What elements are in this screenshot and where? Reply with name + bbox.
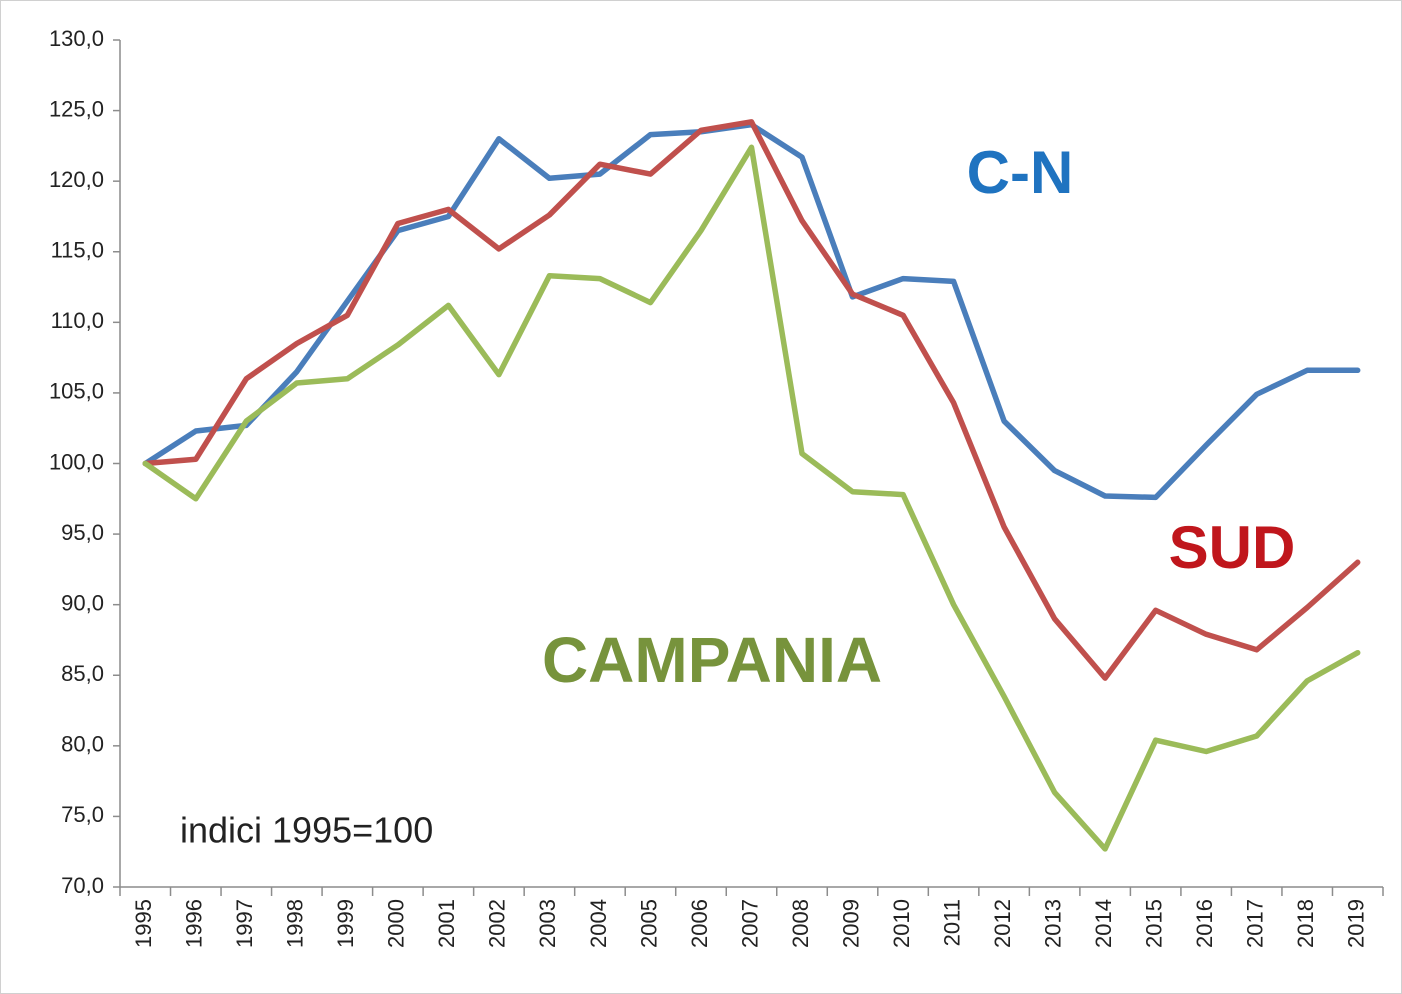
y-tick-label: 125,0 — [49, 96, 104, 121]
x-tick-label: 2008 — [788, 899, 813, 948]
x-tick-label: 2002 — [485, 899, 510, 948]
x-tick-label: 1998 — [283, 899, 308, 948]
x-tick-label: 2014 — [1091, 899, 1116, 948]
x-tick-label: 2013 — [1040, 899, 1065, 948]
x-tick-label: 2010 — [889, 899, 914, 948]
x-tick-label: 2011 — [939, 899, 964, 946]
x-tick-label: 2015 — [1141, 899, 1166, 948]
annotation: indici 1995=100 — [180, 810, 433, 851]
x-tick-label: 1995 — [131, 899, 156, 948]
x-tick-label: 2007 — [737, 899, 762, 948]
y-tick-label: 130,0 — [49, 26, 104, 51]
y-tick-label: 95,0 — [61, 520, 104, 545]
series-label: CAMPANIA — [542, 624, 882, 696]
x-tick-label: 1996 — [182, 899, 207, 948]
x-tick-label: 2016 — [1192, 899, 1217, 948]
x-tick-label: 2012 — [990, 899, 1015, 948]
y-tick-label: 85,0 — [61, 661, 104, 686]
series-line — [142, 144, 1361, 852]
x-tick-label: 2000 — [384, 899, 409, 948]
x-tick-label: 2009 — [838, 899, 863, 948]
y-tick-label: 110,0 — [51, 308, 104, 333]
series-label: SUD — [1169, 514, 1296, 581]
y-tick-label: 75,0 — [61, 802, 104, 827]
y-tick-label: 80,0 — [61, 732, 104, 757]
y-tick-label: 90,0 — [61, 590, 104, 615]
series-label: C-N — [967, 139, 1074, 206]
y-tick-label: 100,0 — [49, 449, 104, 474]
x-tick-label: 1999 — [333, 899, 358, 948]
x-tick-label: 2019 — [1344, 899, 1369, 948]
x-tick-label: 2006 — [687, 899, 712, 948]
x-tick-label: 2004 — [586, 899, 611, 948]
x-tick-label: 2005 — [636, 899, 661, 948]
series-line — [142, 119, 1361, 681]
x-tick-label: 1997 — [232, 899, 257, 948]
x-tick-label: 2017 — [1243, 899, 1268, 948]
y-tick-label: 120,0 — [49, 167, 104, 192]
y-tick-label: 115,0 — [51, 238, 104, 263]
x-tick-label: 2018 — [1293, 899, 1318, 948]
x-tick-label: 2003 — [535, 899, 560, 948]
y-tick-label: 70,0 — [61, 873, 104, 898]
x-tick-label: 2001 — [434, 899, 459, 948]
y-tick-label: 105,0 — [49, 379, 104, 404]
